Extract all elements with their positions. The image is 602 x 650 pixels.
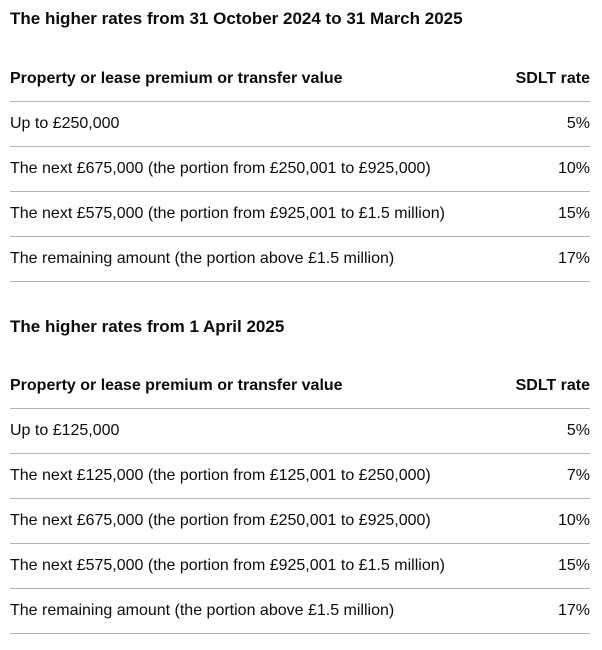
section-heading: The higher rates from 1 April 2025 <box>10 316 285 336</box>
table-row: The remaining amount (the portion above … <box>10 236 590 282</box>
rate-cell: 15% <box>505 191 590 237</box>
band-cell: Up to £125,000 <box>10 408 506 455</box>
band-cell: The remaining amount (the portion above … <box>10 588 506 635</box>
column-header-sdlt-rate: SDLT rate <box>505 364 590 410</box>
rate-cell: 15% <box>505 543 590 590</box>
band-cell: The next £675,000 (the portion from £250… <box>10 498 506 545</box>
rate-cell: 17% <box>505 236 590 282</box>
sdlt-rates-table: Property or lease premium or transfer va… <box>10 364 590 635</box>
sdlt-rates-table: Property or lease premium or transfer va… <box>10 56 590 282</box>
band-cell: The next £125,000 (the portion from £125… <box>10 453 506 500</box>
band-cell: The remaining amount (the portion above … <box>10 236 506 282</box>
band-cell: Up to £250,000 <box>10 101 506 147</box>
rate-cell: 10% <box>505 146 590 192</box>
column-header-property-value: Property or lease premium or transfer va… <box>10 56 506 102</box>
table-header-row: Property or lease premium or transfer va… <box>10 56 590 102</box>
table-row: The next £575,000 (the portion from £925… <box>10 191 590 237</box>
table-header-row: Property or lease premium or transfer va… <box>10 364 590 410</box>
column-header-property-value: Property or lease premium or transfer va… <box>10 364 506 410</box>
rate-cell: 7% <box>505 453 590 500</box>
table-row: The next £575,000 (the portion from £925… <box>10 543 590 590</box>
table-row: The next £675,000 (the portion from £250… <box>10 146 590 192</box>
rate-cell: 5% <box>505 101 590 147</box>
rate-cell: 5% <box>505 408 590 455</box>
rates-section-oct-2024: The higher rates from 31 October 2024 to… <box>10 9 590 282</box>
table-row: The remaining amount (the portion above … <box>10 588 590 635</box>
table-row: The next £675,000 (the portion from £250… <box>10 498 590 545</box>
section-heading: The higher rates from 31 October 2024 to… <box>10 9 463 28</box>
rates-section-apr-2025: The higher rates from 1 April 2025 Prope… <box>10 316 590 635</box>
column-header-sdlt-rate: SDLT rate <box>505 56 590 102</box>
rate-cell: 10% <box>505 498 590 545</box>
band-cell: The next £575,000 (the portion from £925… <box>10 543 506 590</box>
band-cell: The next £675,000 (the portion from £250… <box>10 146 506 192</box>
table-row: The next £125,000 (the portion from £125… <box>10 453 590 500</box>
table-row: Up to £250,000 5% <box>10 101 590 147</box>
rate-cell: 17% <box>505 588 590 635</box>
table-row: Up to £125,000 5% <box>10 408 590 455</box>
band-cell: The next £575,000 (the portion from £925… <box>10 191 506 237</box>
